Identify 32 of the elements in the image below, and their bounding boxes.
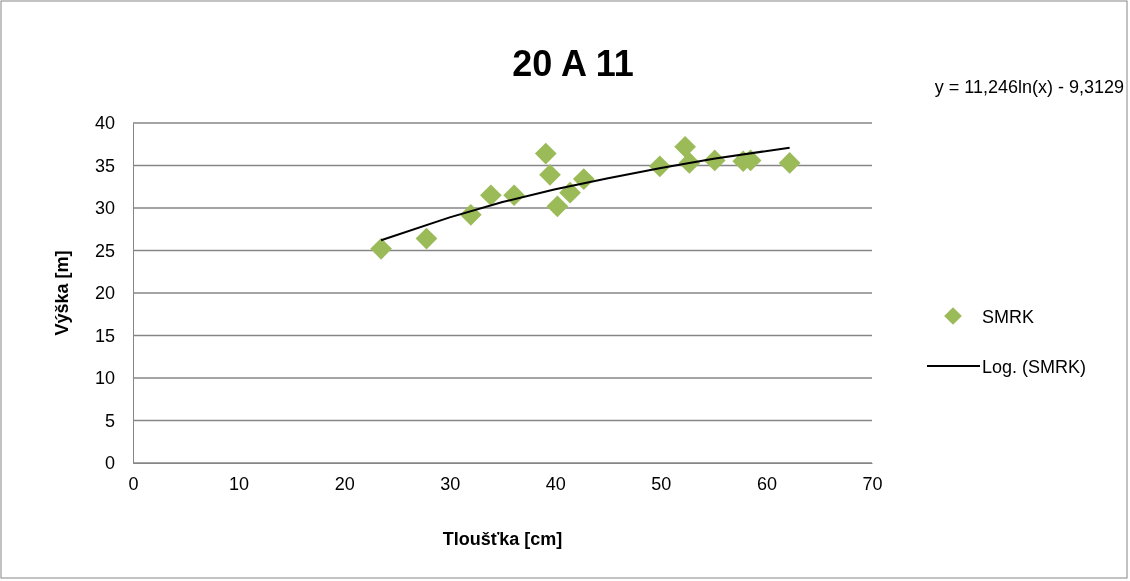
legend-label: Log. (SMRK) — [982, 357, 1087, 377]
x-tick-label: 70 — [862, 473, 883, 494]
point — [539, 164, 561, 186]
y-axis-title: Výška [m] — [52, 250, 72, 336]
y-tick-label: 30 — [94, 198, 115, 219]
y-tick-label: 5 — [104, 410, 115, 431]
y-tick-label: 25 — [94, 240, 115, 261]
y-tick-label: 35 — [94, 155, 115, 176]
y-tick-label: 10 — [94, 368, 115, 389]
x-tick-label: 30 — [440, 473, 461, 494]
x-tick-label: 40 — [545, 473, 566, 494]
x-axis-title: Tloušťka [cm] — [442, 529, 563, 549]
x-tick-label: 20 — [334, 473, 355, 494]
point — [546, 195, 569, 218]
y-tick-label: 20 — [94, 283, 115, 304]
y-tick-label: 40 — [94, 113, 115, 134]
point — [559, 181, 581, 204]
x-tick-label: 0 — [128, 473, 139, 494]
point — [534, 142, 557, 165]
point — [778, 152, 801, 174]
text: y = 11,246ln(x) - 9,3129 — [934, 77, 1124, 97]
point — [674, 135, 696, 158]
x-tick-label: 50 — [651, 473, 672, 494]
y-tick-label: 15 — [94, 325, 115, 346]
point — [370, 237, 392, 260]
point — [415, 227, 438, 250]
x-tick-label: 10 — [229, 473, 250, 494]
point — [480, 184, 502, 207]
legend-label: SMRK — [982, 307, 1035, 327]
y-tick-label: 0 — [104, 453, 115, 474]
x-tick-label: 60 — [756, 473, 777, 494]
chart-title: 20 A 11 — [512, 43, 634, 84]
